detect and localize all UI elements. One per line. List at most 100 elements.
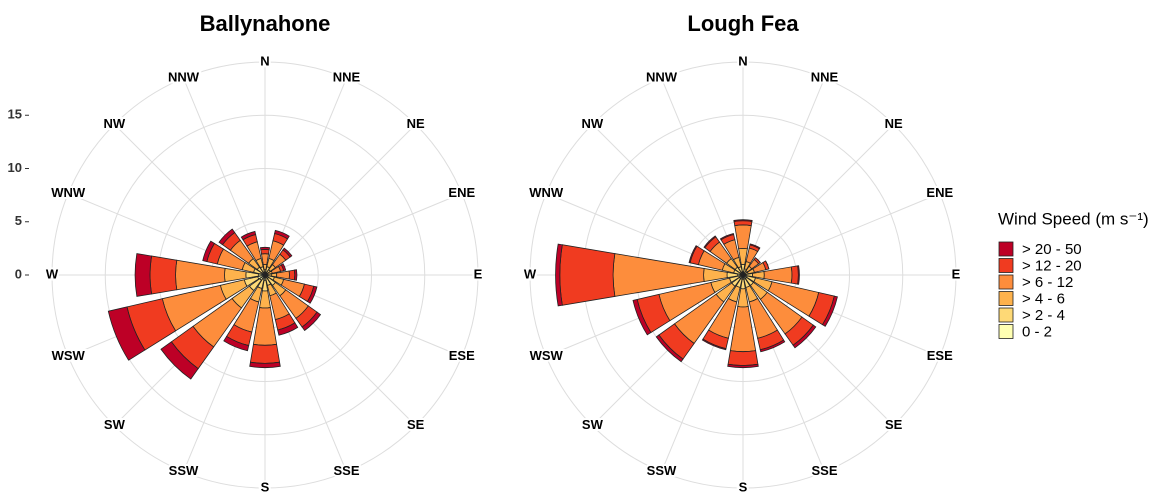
wedge	[240, 230, 257, 241]
direction-label: SSW	[169, 463, 199, 478]
wedge	[288, 269, 296, 281]
direction-label: ESE	[449, 348, 475, 363]
direction-label: SSW	[647, 463, 677, 478]
wedge	[149, 255, 178, 295]
wedge	[790, 265, 799, 285]
direction-label: NNE	[333, 70, 361, 85]
direction-label: SE	[885, 417, 903, 432]
wedge	[733, 219, 753, 222]
direction-label: S	[739, 479, 748, 494]
wedge	[249, 343, 281, 364]
spoke	[264, 124, 416, 276]
y-tick-label: 5	[15, 213, 22, 228]
chart-title: Ballynahone	[200, 11, 331, 36]
y-tick-label: 10	[8, 160, 22, 175]
direction-label: NE	[885, 116, 903, 131]
legend-swatch	[998, 241, 1014, 257]
direction-label: S	[261, 479, 270, 494]
wedge	[280, 263, 287, 272]
direction-label: N	[260, 53, 269, 68]
direction-label: WNW	[51, 185, 86, 200]
wedge	[293, 269, 298, 281]
legend-swatch	[998, 258, 1014, 273]
wedge	[107, 306, 146, 361]
direction-label: E	[952, 266, 961, 281]
direction-label: SE	[407, 417, 425, 432]
direction-label: NE	[407, 116, 425, 131]
wedge	[703, 235, 717, 249]
wedge	[224, 267, 247, 283]
wedge	[555, 243, 563, 307]
wedge	[277, 322, 299, 336]
wedge	[792, 324, 817, 349]
legend-title: Wind Speed (m s⁻¹)	[998, 209, 1149, 228]
spoke	[264, 193, 462, 276]
legend-label: > 6 - 12	[1022, 274, 1073, 291]
direction-label: SSE	[812, 463, 838, 478]
wedge	[759, 339, 786, 353]
direction-label: ENE	[448, 185, 475, 200]
wedge	[301, 311, 322, 332]
wedge	[688, 245, 698, 264]
spoke	[742, 124, 894, 276]
direction-label: ENE	[926, 185, 953, 200]
wedge	[134, 253, 153, 297]
wedge	[252, 307, 278, 346]
wedge	[249, 361, 281, 369]
wedge	[306, 285, 318, 304]
legend-label: 0 - 2	[1022, 323, 1052, 340]
wedge	[797, 265, 800, 285]
direction-label: NNW	[646, 70, 678, 85]
wedge	[260, 249, 270, 255]
direction-label: W	[46, 266, 59, 281]
wedge	[749, 243, 761, 250]
direction-label: NW	[104, 116, 126, 131]
direction-label: NNE	[811, 70, 839, 85]
wedge	[727, 350, 759, 366]
wedge	[632, 298, 652, 336]
wedge	[218, 228, 236, 246]
wedge	[734, 224, 752, 250]
legend-label: > 4 - 6	[1022, 290, 1065, 307]
direction-label: WSW	[530, 348, 564, 363]
chart-title: Lough Fea	[687, 11, 799, 36]
direction-label: E	[474, 266, 483, 281]
wedge	[282, 247, 293, 258]
spoke	[742, 78, 825, 276]
wedge	[160, 341, 199, 380]
wedge	[559, 244, 616, 306]
wedge	[202, 240, 215, 263]
wedge	[259, 290, 271, 309]
spoke	[742, 193, 940, 276]
y-tick-label: 15	[8, 107, 22, 122]
legend-swatch	[998, 324, 1014, 339]
legend-swatch	[998, 307, 1014, 323]
wedge	[655, 334, 684, 363]
legend-label: > 2 - 4	[1022, 307, 1065, 324]
direction-label: NNW	[168, 70, 200, 85]
legend-label: > 20 - 50	[1022, 241, 1082, 258]
direction-label: WNW	[529, 185, 564, 200]
wedge	[719, 233, 735, 241]
wedge	[727, 363, 759, 369]
wedge	[223, 335, 250, 352]
direction-label: N	[738, 53, 747, 68]
direction-label: SSE	[334, 463, 360, 478]
legend-label: > 12 - 20	[1022, 257, 1082, 274]
direction-label: SW	[104, 417, 126, 432]
wedge	[175, 259, 226, 291]
direction-label: WSW	[52, 348, 86, 363]
legend-swatch	[998, 274, 1014, 290]
wedge	[701, 338, 727, 351]
direction-label: NW	[582, 116, 604, 131]
wedge	[259, 246, 271, 251]
direction-label: SW	[582, 417, 604, 432]
direction-label: W	[524, 266, 537, 281]
y-tick-label: 0	[15, 266, 22, 281]
wedge	[821, 295, 838, 327]
wedge	[274, 229, 290, 240]
direction-label: ESE	[927, 348, 953, 363]
legend-swatch	[998, 291, 1014, 306]
